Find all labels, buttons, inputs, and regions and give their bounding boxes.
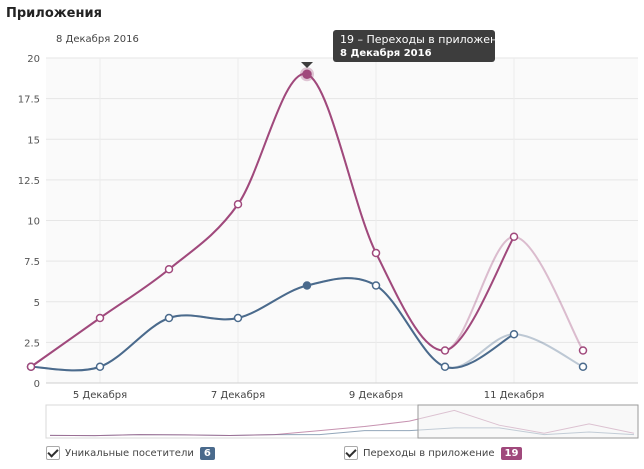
legend-value-badge: 6	[199, 446, 215, 460]
tooltip-arrow	[301, 62, 313, 68]
data-point[interactable]	[440, 346, 450, 355]
tooltip-value-text: 19 – Переходы в приложение	[340, 33, 511, 46]
data-point[interactable]	[578, 346, 588, 355]
y-tick-label: 15	[27, 135, 40, 146]
legend-app-transitions[interactable]: Переходы в приложение 19	[344, 444, 523, 462]
app-transitions-checkbox[interactable]	[344, 446, 358, 460]
x-tick-label: 7 Декабря	[211, 390, 265, 401]
data-point[interactable]	[302, 69, 312, 79]
y-tick-label: 5	[34, 298, 40, 309]
data-point[interactable]	[164, 313, 174, 323]
x-tick-label: 9 Декабря	[349, 390, 403, 401]
legend-label: Уникальные посетители	[65, 447, 194, 459]
data-point[interactable]	[233, 200, 243, 209]
x-tick-label: 11 Декабря	[484, 390, 545, 401]
y-tick-label: 7.5	[24, 257, 40, 268]
data-point[interactable]	[26, 362, 36, 371]
y-tick-label: 20	[27, 54, 40, 65]
y-tick-label: 17.5	[18, 95, 40, 106]
data-point[interactable]	[578, 362, 588, 371]
data-point[interactable]	[509, 330, 519, 339]
unique-visitors-checkbox[interactable]	[46, 446, 60, 460]
legend-value-badge: 19	[500, 446, 523, 460]
x-tick-label: 5 Декабря	[73, 390, 127, 401]
y-tick-label: 0	[34, 379, 40, 390]
y-tick-label: 10	[27, 217, 40, 228]
data-point[interactable]	[95, 313, 105, 323]
data-point[interactable]	[302, 281, 312, 290]
data-point[interactable]	[440, 362, 450, 371]
navigator-selection-window[interactable]	[417, 404, 639, 439]
data-point[interactable]	[164, 265, 174, 274]
chart-tooltip: 19 – Переходы в приложение 8 Декабря 201…	[301, 30, 511, 68]
tooltip-box	[333, 30, 495, 62]
tooltip-date-text: 8 Декабря 2016	[340, 47, 432, 59]
data-point[interactable]	[371, 248, 381, 258]
data-point[interactable]	[233, 313, 243, 323]
page-title: Приложения	[6, 6, 102, 21]
y-tick-label: 12.5	[18, 176, 40, 187]
selected-date-label: 8 Декабря 2016	[56, 34, 139, 45]
legend-label: Переходы в приложение	[363, 447, 495, 459]
data-point[interactable]	[371, 281, 381, 290]
series-line	[30, 73, 515, 368]
data-point[interactable]	[509, 232, 519, 241]
data-point[interactable]	[95, 362, 105, 371]
y-tick-label: 2.5	[24, 338, 40, 349]
legend-unique-visitors[interactable]: Уникальные посетители 6	[46, 444, 215, 462]
